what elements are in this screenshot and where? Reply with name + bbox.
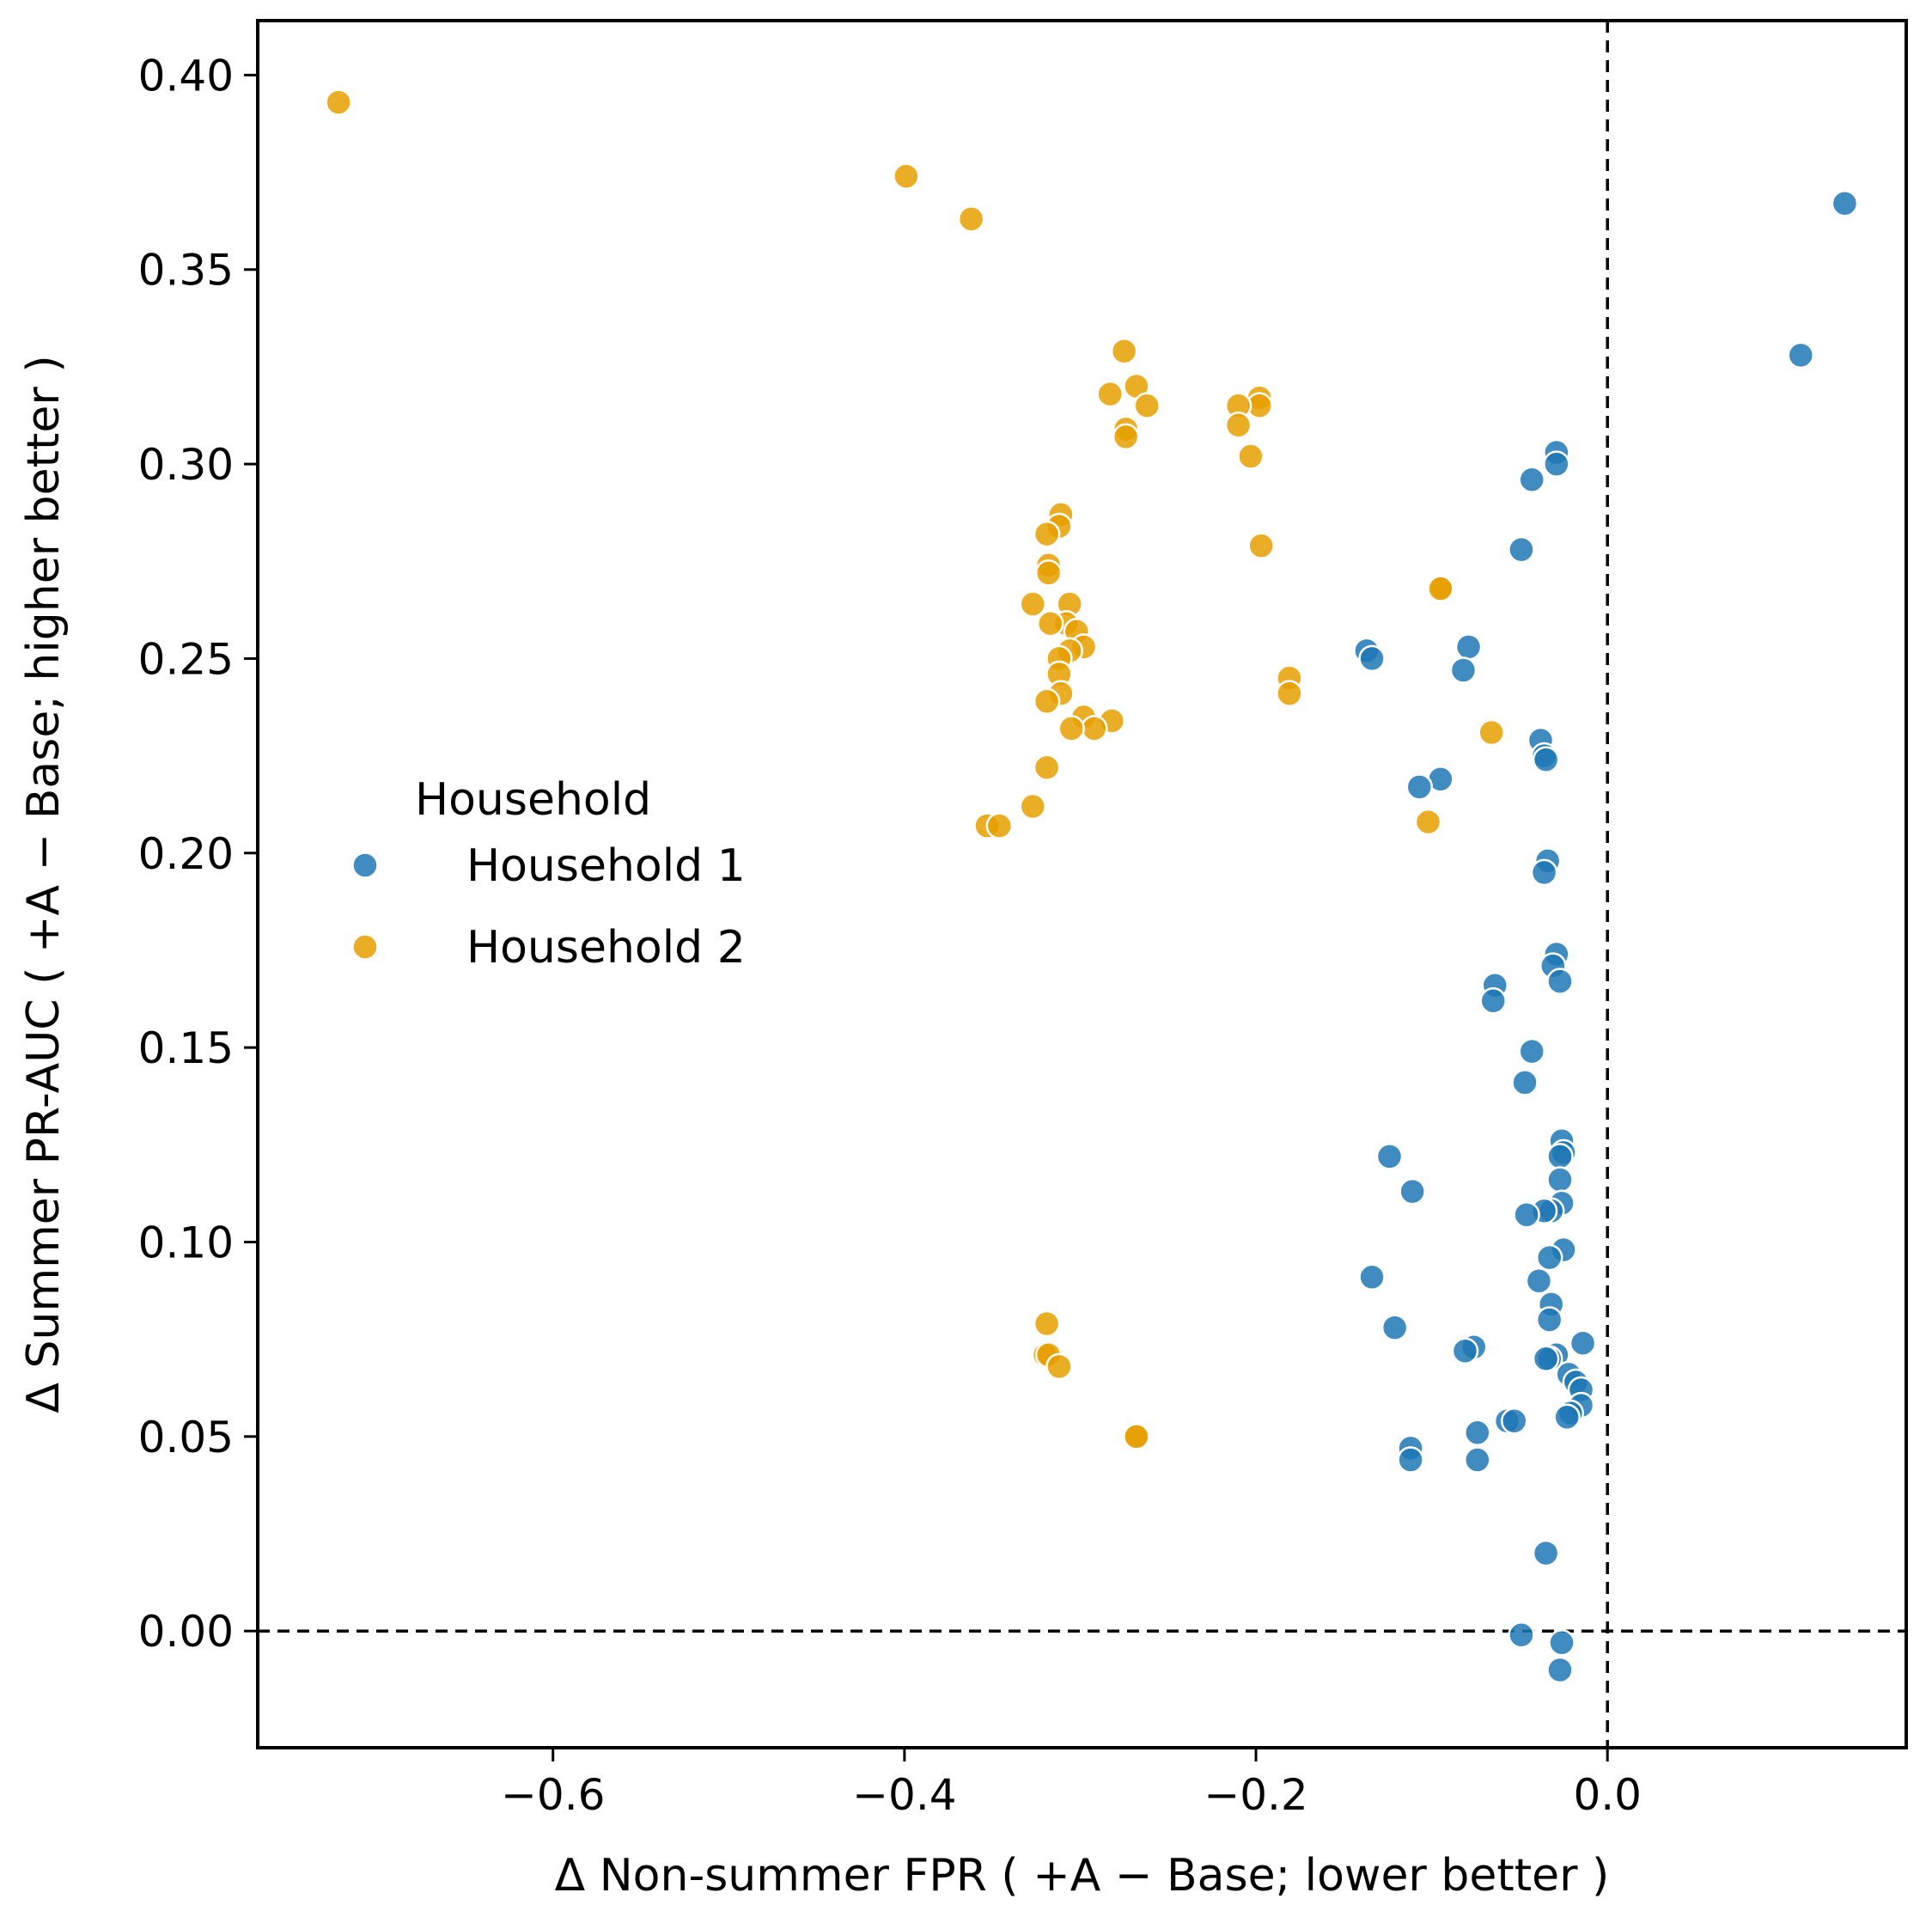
data-point: [325, 89, 352, 116]
data-point: [1045, 1352, 1073, 1381]
data-point: [1530, 858, 1558, 887]
y-tick-label: 0.05: [138, 1413, 234, 1462]
data-point: [1133, 392, 1161, 419]
data-point: [1110, 338, 1138, 365]
x-tick-label: −0.6: [501, 1770, 605, 1820]
data-point: [1033, 754, 1061, 781]
data-point: [1525, 1267, 1553, 1295]
data-point: [1019, 590, 1046, 618]
data-point: [1399, 1177, 1426, 1206]
data-point: [1787, 341, 1814, 369]
y-tick-label: 0.20: [138, 829, 234, 879]
x-tick-label: 0.0: [1573, 1770, 1642, 1820]
data-point: [1546, 1656, 1574, 1684]
data-point: [985, 812, 1014, 839]
data-point: [1414, 808, 1442, 836]
data-point: [1358, 1263, 1386, 1291]
data-point: [1019, 792, 1046, 821]
data-point: [1224, 412, 1252, 439]
data-point: [1096, 380, 1124, 408]
plot-area-frame: [256, 19, 1908, 1749]
legend-marker-household-1: [351, 852, 379, 879]
y-axis-label: Δ Summer PR-AUC ( +A − Base; higher bett…: [18, 355, 70, 1413]
series-household-2: [325, 89, 1505, 1450]
data-point: [1532, 746, 1560, 773]
y-axis-ticks: 0.00 0.05 0.10 0.15 0.20 0.25 0.30 0.35 0.40: [138, 51, 258, 1657]
data-point: [1449, 656, 1478, 684]
y-tick-label: 0.35: [138, 246, 234, 296]
legend-title: Household: [415, 774, 651, 826]
data-point: [1033, 520, 1061, 548]
data-point: [1033, 687, 1061, 715]
data-point: [1569, 1329, 1597, 1357]
data-point: [1532, 1539, 1560, 1567]
data-point: [1546, 1166, 1574, 1194]
data-point: [1464, 1446, 1491, 1474]
data-point: [1034, 559, 1063, 587]
data-point: [1036, 609, 1064, 638]
data-point: [1451, 1337, 1479, 1364]
data-point: [1427, 575, 1454, 602]
x-axis-label: Δ Non-summer FPR ( +A − Base; lower bett…: [555, 1850, 1610, 1902]
series-household-1: [1353, 190, 1859, 1684]
data-points-layer: [325, 89, 1859, 1684]
data-point: [893, 162, 920, 190]
data-point: [1247, 532, 1275, 559]
legend-marker-household-2: [351, 933, 379, 961]
data-point: [1081, 715, 1108, 742]
data-point: [1479, 987, 1507, 1015]
x-tick-label: −0.4: [852, 1770, 956, 1820]
data-point: [1375, 1143, 1404, 1170]
data-point: [1276, 680, 1303, 707]
data-point: [1380, 1314, 1409, 1341]
data-point: [1405, 773, 1434, 801]
reference-lines: [258, 21, 1906, 1748]
data-point: [1033, 1310, 1061, 1338]
x-tick-label: −0.2: [1204, 1770, 1307, 1820]
x-axis-ticks: −0.6 −0.4 −0.2 0.0: [501, 1748, 1642, 1820]
data-point: [1518, 466, 1545, 493]
data-point: [1508, 535, 1535, 564]
data-point: [1237, 443, 1265, 470]
data-point: [1478, 718, 1505, 747]
data-point: [1123, 1423, 1150, 1450]
data-point: [1548, 1629, 1575, 1657]
data-point: [1454, 633, 1483, 661]
data-point: [1532, 1345, 1560, 1373]
y-tick-label: 0.40: [138, 51, 234, 101]
data-point: [957, 205, 985, 233]
y-tick-label: 0.25: [138, 634, 234, 684]
data-point: [1358, 644, 1386, 673]
legend-entry-household-1: Household 1: [466, 840, 746, 892]
data-point: [1513, 1201, 1540, 1229]
data-point: [1546, 1143, 1574, 1170]
data-point: [1543, 450, 1570, 478]
y-tick-label: 0.00: [138, 1607, 234, 1657]
data-point: [1546, 968, 1574, 995]
data-point: [1831, 190, 1859, 217]
data-point: [1057, 715, 1085, 742]
data-point: [1535, 1306, 1563, 1334]
y-tick-label: 0.30: [138, 440, 234, 490]
data-point: [1112, 423, 1140, 451]
data-point: [1511, 1069, 1539, 1096]
data-point: [1508, 1621, 1535, 1649]
y-tick-label: 0.10: [138, 1218, 234, 1267]
data-point: [1518, 1037, 1545, 1065]
legend: Household Household 1 Household 2: [351, 774, 746, 974]
legend-entry-household-2: Household 2: [466, 922, 746, 974]
y-tick-label: 0.15: [138, 1023, 234, 1073]
data-point: [1553, 1403, 1581, 1431]
data-point: [1397, 1446, 1424, 1474]
data-point: [1464, 1419, 1491, 1447]
data-point: [1535, 1243, 1563, 1272]
data-point: [1501, 1407, 1528, 1435]
